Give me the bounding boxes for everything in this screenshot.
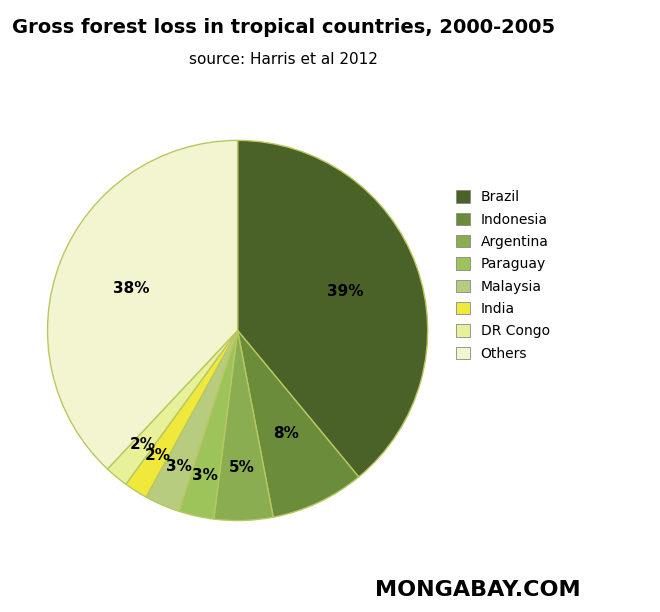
Text: 8%: 8% bbox=[273, 426, 299, 441]
Wedge shape bbox=[126, 330, 238, 497]
Text: 39%: 39% bbox=[327, 285, 363, 299]
Text: 2%: 2% bbox=[130, 437, 156, 452]
Wedge shape bbox=[179, 330, 238, 519]
Text: 5%: 5% bbox=[229, 460, 255, 475]
Wedge shape bbox=[238, 330, 359, 517]
Text: 3%: 3% bbox=[192, 468, 218, 483]
Wedge shape bbox=[48, 140, 238, 469]
Legend: Brazil, Indonesia, Argentina, Paraguay, Malaysia, India, DR Congo, Others: Brazil, Indonesia, Argentina, Paraguay, … bbox=[456, 190, 550, 360]
Text: 38%: 38% bbox=[114, 281, 150, 296]
Text: MONGABAY.COM: MONGABAY.COM bbox=[375, 580, 581, 600]
Text: Gross forest loss in tropical countries, 2000-2005: Gross forest loss in tropical countries,… bbox=[13, 18, 555, 37]
Text: 2%: 2% bbox=[145, 448, 171, 463]
Text: 3%: 3% bbox=[166, 459, 191, 474]
Wedge shape bbox=[214, 330, 273, 521]
Wedge shape bbox=[146, 330, 238, 511]
Text: source: Harris et al 2012: source: Harris et al 2012 bbox=[189, 52, 378, 67]
Wedge shape bbox=[238, 140, 428, 477]
Wedge shape bbox=[108, 330, 238, 484]
